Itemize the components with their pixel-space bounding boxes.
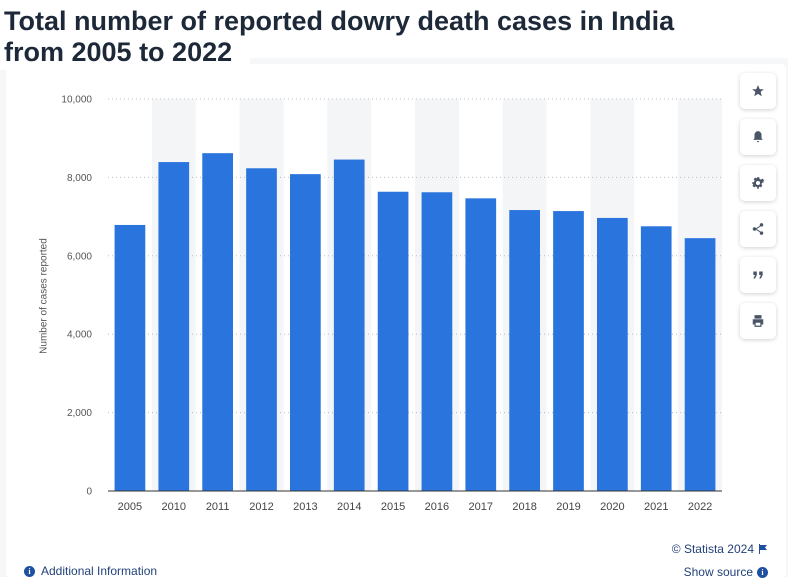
print-icon (752, 315, 764, 327)
x-tick-label: 2017 (469, 501, 493, 513)
bar (333, 159, 365, 491)
bar (421, 192, 453, 491)
bar (684, 238, 716, 491)
y-tick-label: 4,000 (67, 330, 92, 341)
gear-icon (752, 177, 765, 189)
y-tick-label: 6,000 (67, 251, 92, 262)
bar (377, 191, 409, 491)
x-tick-label: 2019 (556, 501, 580, 513)
title-line-1: Total number of reported dowry death cas… (4, 6, 675, 36)
share-icon (752, 223, 764, 235)
share-button[interactable] (740, 211, 776, 247)
copyright-text: © Statista 2024 (671, 542, 754, 556)
y-tick-label: 8,000 (67, 173, 92, 184)
bar (509, 210, 540, 492)
settings-button[interactable] (740, 165, 776, 201)
bar (290, 174, 321, 491)
star-icon (752, 85, 764, 97)
notification-button[interactable] (740, 119, 776, 155)
bar (246, 168, 277, 491)
bar (202, 153, 233, 492)
copyright-link[interactable]: © Statista 2024 (672, 542, 768, 556)
additional-information-link[interactable]: i Additional Information (24, 564, 157, 578)
title-background (0, 0, 250, 70)
title-line-2: from 2005 to 2022 (4, 37, 233, 67)
x-tick-label: 2012 (249, 501, 273, 513)
bar (465, 198, 497, 491)
show-source-text: Show source (683, 565, 753, 579)
x-tick-label: 2022 (688, 501, 712, 513)
bar (158, 162, 190, 491)
x-tick-label: 2016 (425, 501, 449, 513)
show-source-link[interactable]: Show source i (684, 565, 768, 579)
cite-button[interactable] (740, 257, 776, 293)
x-tick-label: 2010 (162, 501, 186, 513)
x-tick-label: 2013 (293, 501, 317, 513)
bar (597, 217, 628, 491)
flag-icon (759, 544, 767, 554)
bar (114, 224, 146, 492)
page-title: Total number of reported dowry death cas… (4, 6, 674, 68)
quote-icon (753, 271, 763, 279)
x-tick-label: 2015 (381, 501, 405, 513)
info-icon: i (24, 565, 35, 577)
x-tick-label: 2005 (118, 501, 142, 513)
star-button[interactable] (740, 73, 776, 109)
additional-information-text: Additional Information (41, 564, 158, 578)
y-tick-label: 0 (86, 487, 92, 498)
print-button[interactable] (740, 303, 776, 339)
y-axis-label: Number of cases reported (38, 238, 50, 354)
x-tick-label: 2011 (206, 501, 230, 513)
bell-icon (753, 131, 763, 143)
info-icon: i (757, 566, 768, 578)
y-tick-label: 2,000 (67, 408, 92, 419)
bar (553, 211, 584, 491)
x-tick-label: 2018 (512, 501, 536, 513)
bar (640, 226, 672, 491)
y-tick-label: 10,000 (61, 95, 92, 106)
x-tick-label: 2014 (337, 501, 361, 513)
x-tick-label: 2020 (600, 501, 624, 513)
x-tick-label: 2021 (644, 501, 668, 513)
